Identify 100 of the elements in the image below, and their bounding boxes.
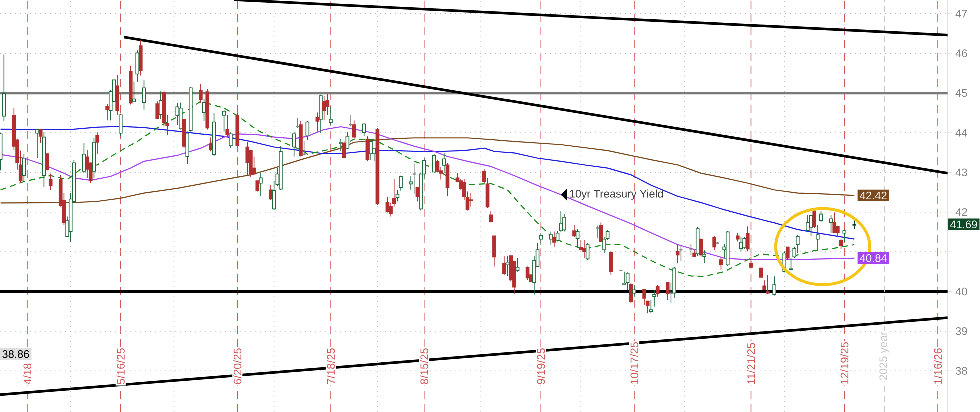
candlestick (132, 81, 136, 102)
y-tick-label: 39 (956, 328, 968, 336)
candlestick (222, 110, 226, 132)
x-tick-label: 8/15/25 (420, 348, 428, 384)
candlestick (572, 224, 576, 238)
candlestick (766, 274, 770, 295)
candlestick (852, 220, 857, 230)
y-tick-label: 47 (956, 10, 968, 18)
candlestick (746, 226, 750, 252)
candlestick (632, 284, 636, 298)
data-label: 42.42 (860, 192, 887, 200)
x-tick-label: 5/16/25 (116, 348, 125, 384)
annotation: 10yr Treasury Yield (570, 190, 664, 200)
candlestick (329, 106, 333, 126)
candlestick (319, 94, 323, 134)
candlestick (786, 246, 790, 260)
candlestick (492, 236, 496, 268)
candlestick (352, 120, 356, 139)
candlestick (339, 138, 343, 152)
candlestick (562, 214, 566, 232)
candlestick (832, 212, 837, 234)
candlestick (342, 141, 346, 159)
candlestick (409, 176, 413, 191)
candlestick (702, 250, 706, 264)
candlestick (539, 232, 544, 246)
candlestick (142, 80, 146, 110)
candlestick (292, 131, 296, 158)
candlestick (306, 121, 310, 141)
candlestick (396, 190, 400, 202)
candlestick (86, 150, 90, 179)
candlestick (576, 229, 580, 249)
candlestick (36, 128, 40, 159)
candlestick (502, 256, 506, 276)
y-tick-label: 38 (956, 367, 968, 376)
candlestick (46, 154, 50, 172)
candlestick (649, 300, 654, 314)
x-tick-label: 7/18/25 (326, 348, 336, 384)
candlestick (156, 101, 160, 120)
candlestick (119, 114, 123, 137)
candlestick (749, 256, 754, 269)
candlestick (446, 162, 450, 196)
data-label: 40.84 (860, 254, 888, 262)
x-tick-label: 12/19/25 (840, 342, 849, 384)
candlestick (689, 244, 694, 256)
text: 41.69 (950, 220, 978, 229)
x-tick-label: 11/21/25 (747, 343, 756, 384)
x-tick-label: 4/18 (23, 364, 32, 385)
candlestick (412, 164, 416, 194)
x-tick-label: 6/20/25 (234, 348, 242, 384)
candlestick (2, 54, 6, 122)
candlestick (626, 272, 630, 291)
candlestick (48, 173, 53, 191)
candlestick (772, 276, 776, 296)
candlestick (229, 132, 233, 149)
candlestick (179, 102, 183, 130)
y-tick-label: 40 (956, 288, 968, 296)
candlestick (789, 258, 794, 272)
candlestick (399, 175, 403, 192)
candlestick (432, 154, 436, 174)
candlestick (742, 236, 746, 250)
candlestick (652, 290, 656, 308)
candlestick (816, 224, 820, 250)
candlestick (442, 152, 446, 174)
candlestick (316, 112, 320, 132)
candlestick (346, 132, 350, 150)
candlestick (582, 240, 586, 259)
candlestick (209, 137, 213, 152)
candlestick (646, 300, 650, 314)
candlestick (656, 284, 660, 298)
candlestick (819, 211, 824, 222)
candlestick (259, 173, 263, 196)
candlestick (226, 114, 230, 138)
candlestick (719, 256, 724, 270)
candlestick (629, 283, 634, 304)
candlestick (676, 244, 680, 264)
candlestick (362, 123, 366, 137)
candlestick (669, 283, 674, 304)
candlestick (812, 210, 817, 229)
candlestick (712, 236, 716, 250)
candlestick (186, 131, 190, 165)
candlestick (136, 50, 140, 83)
y-tick-label: 44 (956, 129, 968, 137)
candlestick (596, 225, 600, 239)
candlestick (322, 96, 326, 122)
candlestick (516, 258, 520, 272)
candlestick (666, 282, 670, 300)
candlestick (829, 215, 834, 234)
y-tick-label: 46 (956, 50, 968, 58)
candlestick (38, 128, 43, 144)
candlestick (796, 234, 800, 254)
x-tick-label: 1/16/26 (934, 348, 942, 384)
y-tick-label: 42 (956, 208, 968, 216)
candlestick (106, 104, 110, 122)
candlestick (586, 242, 590, 260)
y-tick-label: 45 (956, 89, 968, 98)
x-tick-label: 10/17/25 (630, 342, 639, 384)
candlestick (269, 184, 273, 200)
candlestick (609, 251, 614, 276)
y-tick-label: 43 (956, 168, 968, 177)
candlestick (839, 238, 844, 250)
